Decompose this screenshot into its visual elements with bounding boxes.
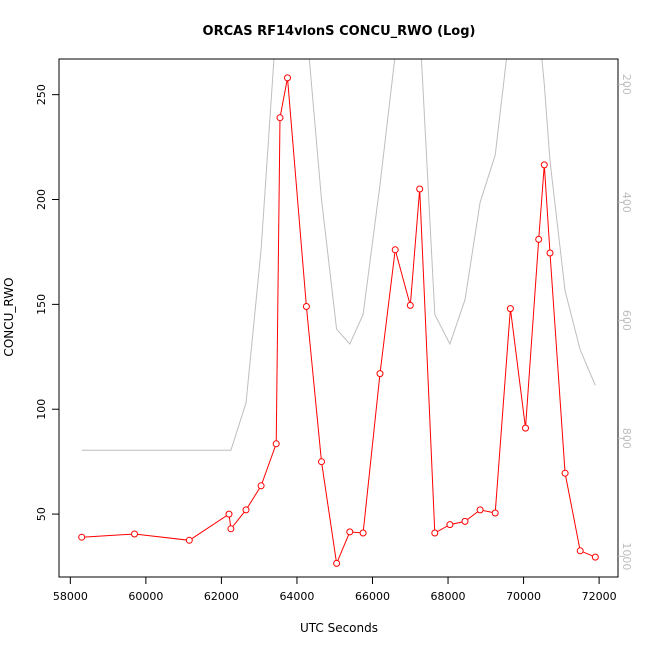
data-point: [227, 525, 235, 533]
right-y-tick-label: 400: [620, 192, 633, 213]
data-point: [461, 517, 469, 525]
plot-frame: [58, 58, 619, 578]
right-y-tick-label: 800: [620, 428, 633, 449]
primary-series: [78, 74, 599, 567]
data-point: [391, 246, 399, 254]
data-point: [506, 305, 514, 313]
data-point: [491, 509, 499, 517]
x-tick-label: 60000: [128, 590, 163, 603]
data-point: [591, 553, 599, 561]
y-tick-label: 250: [35, 84, 48, 105]
data-point: [257, 482, 265, 490]
data-point: [131, 530, 138, 538]
right-y-tick-label: 600: [620, 310, 633, 331]
data-point: [522, 424, 529, 432]
data-point: [225, 510, 233, 518]
x-tick-label: 64000: [279, 590, 314, 603]
data-point: [561, 469, 569, 477]
data-point: [333, 559, 341, 567]
data-point: [406, 301, 414, 309]
y-tick-label: 100: [35, 399, 48, 420]
data-point: [346, 528, 354, 536]
x-tick-label: 62000: [204, 590, 239, 603]
primary-series-line: [81, 77, 596, 566]
secondary-series-line: [81, 59, 596, 451]
plot-area: 58000 60000 62000 64000 66000 68000 70000 72000…: [35, 58, 633, 603]
data-point: [535, 235, 543, 243]
data-point: [185, 536, 193, 544]
data-point: [284, 74, 291, 82]
data-point: [446, 521, 454, 529]
data-point: [416, 185, 424, 193]
x-axis-label: UTC Seconds: [300, 621, 378, 635]
y-tick-label: 50: [35, 507, 48, 521]
data-point: [546, 249, 554, 257]
data-point: [272, 440, 280, 448]
data-point: [576, 547, 584, 555]
y-tick-label: 150: [35, 294, 48, 315]
x-tick-label: 72000: [582, 590, 617, 603]
data-point: [302, 303, 310, 310]
data-point: [242, 506, 250, 514]
data-point: [276, 114, 284, 122]
data-point: [431, 529, 439, 537]
data-point: [318, 458, 325, 466]
y-axis-label: CONCU_RWO: [2, 277, 16, 356]
right-y-tick-label: 200: [620, 74, 633, 95]
right-y-tick-label: 1000: [620, 542, 633, 570]
x-tick-label: 70000: [506, 590, 541, 603]
y-tick-label: 200: [35, 189, 48, 210]
x-tick-label: 68000: [431, 590, 466, 603]
x-tick-label: 58000: [53, 590, 88, 603]
x-tick-label: 66000: [355, 590, 390, 603]
data-point: [376, 370, 384, 378]
data-point: [78, 533, 86, 541]
chart-title: ORCAS RF14vlonS CONCU_RWO (Log): [203, 24, 476, 39]
data-point: [476, 506, 484, 514]
data-point: [359, 529, 367, 537]
data-point: [540, 161, 548, 169]
